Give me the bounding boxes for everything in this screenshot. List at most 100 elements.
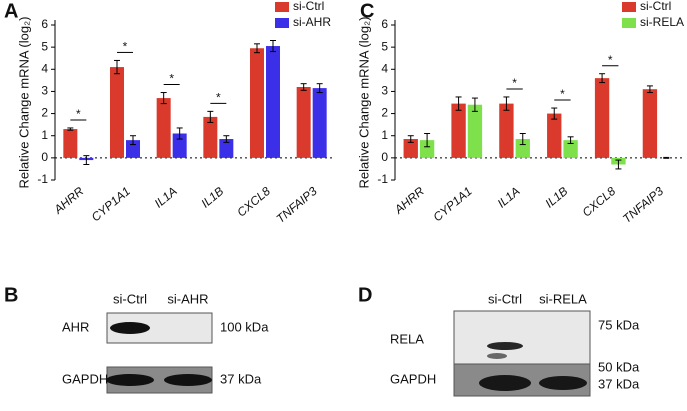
lane-label: si-Ctrl	[113, 291, 147, 306]
error-bar	[503, 96, 510, 111]
blot-background	[453, 310, 591, 370]
y-tick-label: 4	[381, 61, 388, 75]
x-tick-label: CYP1A1	[430, 184, 474, 224]
blot-band	[487, 342, 523, 350]
y-axis-label: Relative Change mRNA (log₂)	[16, 17, 31, 189]
row-label: GAPDH	[390, 371, 436, 386]
legend-label: si-AHR	[293, 15, 331, 29]
legend-swatch	[622, 18, 636, 28]
lane-label: si-RELA	[539, 291, 587, 306]
error-bar	[424, 133, 431, 148]
bar	[156, 98, 171, 158]
legend-swatch	[622, 2, 636, 12]
error-bar	[567, 136, 574, 144]
blot-band	[106, 374, 154, 386]
y-tick-label: 3	[41, 84, 48, 98]
bar	[642, 89, 658, 158]
bar	[266, 46, 280, 158]
blot-band	[164, 374, 212, 386]
blot-band	[487, 353, 507, 359]
blot-band	[479, 375, 531, 391]
bar	[467, 104, 483, 158]
x-tick-label: IL1A	[152, 184, 180, 211]
x-tick-label: AHRR	[391, 184, 427, 217]
y-tick-label: -1	[37, 172, 48, 186]
x-tick-label: CYP1A1	[89, 184, 133, 224]
y-tick-label: 1	[381, 128, 388, 142]
bar	[563, 140, 578, 158]
marker-label: 50 kDa	[598, 359, 640, 374]
bar	[515, 139, 530, 158]
error-bar	[83, 155, 90, 165]
y-tick-label: 1	[41, 128, 48, 142]
y-tick-label: 6	[41, 17, 48, 31]
y-tick-label: 5	[41, 39, 48, 53]
error-bar	[615, 159, 622, 170]
y-tick-label: 3	[381, 84, 388, 98]
y-axis-label: Relative Change mRNA (log₂)	[356, 17, 371, 189]
error-bar	[67, 127, 74, 131]
y-tick-label: 2	[41, 106, 48, 120]
bar	[126, 140, 140, 158]
bar	[594, 78, 610, 158]
blot-band	[110, 322, 150, 334]
significance-label: *	[216, 91, 221, 105]
legend-label: si-Ctrl	[293, 0, 324, 13]
x-tick-label: IL1B	[542, 184, 570, 211]
significance-label: *	[123, 40, 128, 54]
bar	[312, 88, 327, 158]
x-tick-label: TNFAIP3	[274, 184, 320, 226]
bar	[172, 133, 187, 158]
significance-label: *	[560, 87, 565, 101]
bar	[419, 140, 435, 158]
legend-label: si-RELA	[640, 15, 684, 29]
x-tick-label: TNFAIP3	[620, 184, 666, 226]
error-bar	[223, 135, 230, 143]
y-tick-label: 0	[381, 150, 388, 164]
row-label: AHR	[62, 319, 89, 334]
significance-label: *	[512, 76, 517, 90]
error-bar	[130, 135, 136, 146]
lane-label: si-AHR	[167, 291, 208, 306]
y-tick-label: 2	[381, 106, 388, 120]
error-bar	[176, 127, 183, 140]
bar	[63, 129, 78, 158]
bar	[499, 103, 514, 158]
blot-band	[539, 376, 587, 390]
error-bar	[300, 83, 307, 91]
x-tick-label: CXCL8	[580, 184, 619, 220]
error-bar	[599, 73, 606, 84]
error-bar	[455, 96, 462, 111]
y-tick-label: 4	[41, 61, 48, 75]
marker-label: 100 kDa	[220, 319, 269, 334]
bar	[203, 116, 218, 158]
y-tick-label: 5	[381, 39, 388, 53]
error-bar	[254, 43, 260, 54]
marker-label: 37 kDa	[220, 371, 262, 386]
x-tick-label: AHRR	[50, 184, 86, 217]
error-bar	[316, 83, 323, 94]
significance-label: *	[169, 72, 174, 86]
bar	[219, 139, 234, 158]
error-bar	[407, 135, 414, 143]
legend-label: si-Ctrl	[640, 0, 671, 13]
error-bar	[270, 40, 276, 53]
panel-label: A	[4, 0, 18, 22]
significance-label: *	[76, 107, 81, 121]
error-bar	[551, 107, 558, 120]
legend-swatch	[275, 18, 289, 28]
bar	[403, 139, 418, 158]
y-tick-label: 0	[41, 150, 48, 164]
y-tick-label: -1	[377, 172, 388, 186]
significance-label: *	[608, 53, 613, 67]
error-bar	[519, 133, 526, 146]
bar	[110, 67, 124, 158]
x-tick-label: CXCL8	[234, 184, 273, 220]
marker-label: 37 kDa	[598, 376, 640, 391]
error-bar	[646, 85, 653, 94]
row-label: RELA	[390, 331, 424, 346]
error-bar	[160, 92, 167, 105]
error-bar	[207, 110, 214, 123]
bar	[547, 113, 562, 158]
